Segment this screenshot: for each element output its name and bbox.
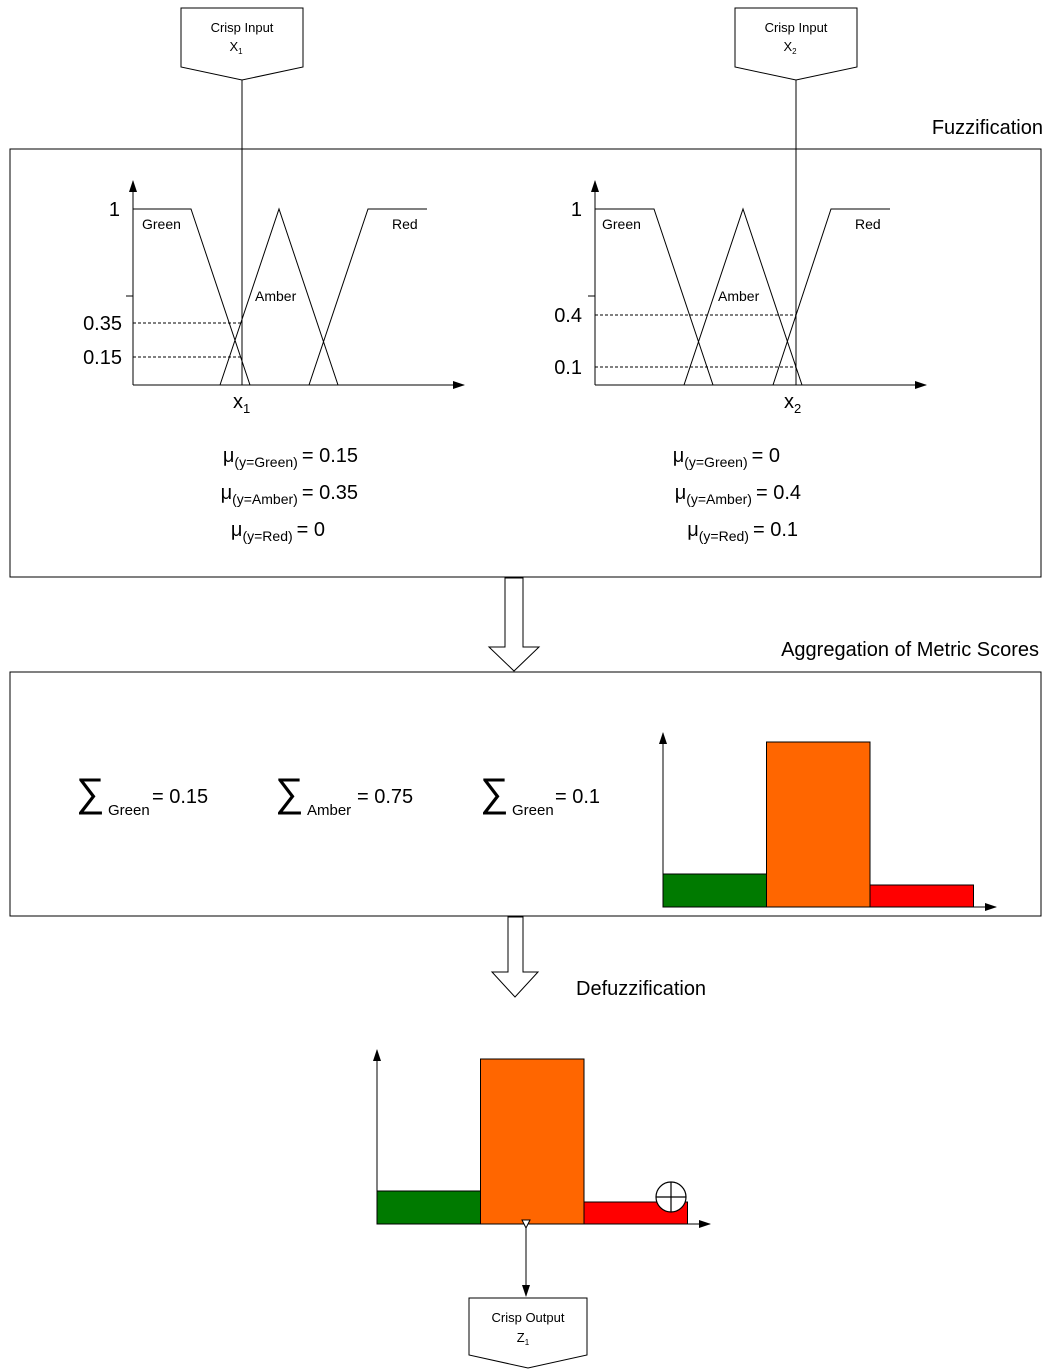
red-label-2: Red (855, 216, 881, 232)
crisp-output-sub: 1 (525, 1338, 530, 1347)
aggregate-bar-red (869, 884, 974, 908)
mu-1-amber-value: = 0.35 (302, 482, 358, 504)
flow-arrow-2-shape (490, 916, 540, 998)
mu-2-amber-value: = 0.4 (756, 482, 801, 504)
mu-1-red-sym: μ (231, 519, 243, 541)
svg-text:X2: X2 (783, 39, 797, 56)
membership-chart-2: 1 0.4 0.1 Green Amber Red x2 (554, 180, 927, 416)
sum-red: ∑ Green = 0.1 (480, 771, 600, 819)
svg-text:μ(y=Green)= 0.15: μ(y=Green) = 0.15 (223, 445, 358, 470)
red-set-1 (308, 208, 427, 386)
mu-1-red-sub: (y=Red) (242, 528, 292, 544)
centroid-marker-icon (521, 1219, 531, 1230)
mu-equations-1: μ(y=Green) = 0.15 μ(y=Amber) = 0.35 μ(y=Re… (221, 445, 358, 544)
sum-amber-value: = 0.75 (357, 786, 413, 808)
sum-green-sym: ∑ (76, 771, 105, 815)
sum-red-sym: ∑ (480, 771, 509, 815)
sum-amber-sub: Amber (307, 802, 351, 819)
y-tick-2b: 0.1 (554, 357, 582, 379)
crisp-input-2-title: Crisp Input (765, 20, 828, 35)
crisp-input-1-title: Crisp Input (211, 20, 274, 35)
mu-2-green-sub: (y=Green) (684, 454, 747, 470)
mu-2-amber-sub: (y=Amber) (686, 491, 752, 507)
mu-1-amber-sym: μ (221, 482, 233, 504)
x-label-1-sub: 1 (243, 401, 250, 416)
mu-1-red-value: = 0 (297, 519, 325, 541)
mu-1-amber-sub: (y=Amber) (232, 491, 298, 507)
y-tick-2a: 0.4 (554, 305, 582, 327)
svg-text:μ(y=Green)= 0: μ(y=Green) = 0 (673, 445, 780, 470)
svg-text:μ(y=Amber)= 0.35: μ(y=Amber) = 0.35 (221, 482, 358, 507)
flow-arrow-1 (487, 577, 541, 672)
green-set-2 (595, 208, 714, 386)
mu-2-green-value: = 0 (752, 445, 780, 467)
crisp-input-2: Crisp Input X2 (734, 7, 858, 81)
mu-1-green-value: = 0.15 (302, 445, 358, 467)
amber-set-1 (219, 207, 339, 386)
red-label-1: Red (392, 216, 418, 232)
sum-green-value: = 0.15 (152, 786, 208, 808)
sum-amber: ∑ Amber = 0.75 (275, 771, 413, 819)
green-set-1 (133, 208, 251, 386)
aggregate-bar-amber (766, 741, 871, 908)
defuzz-bars (376, 1058, 688, 1225)
sum-amber-sym: ∑ (275, 771, 304, 815)
mu-1-green-sym: μ (223, 445, 235, 467)
aggregate-bar-green (662, 873, 767, 908)
x-label-2-var: x (784, 391, 794, 413)
mu-2-amber-sym: μ (675, 482, 687, 504)
svg-text:Z1: Z1 (517, 1330, 530, 1347)
membership-chart-1: 1 0.35 0.15 Green Amber Red x1 (83, 180, 465, 416)
circle-plus-icon (655, 1181, 687, 1213)
svg-text:μ(y=Red)= 0.1: μ(y=Red) = 0.1 (687, 519, 798, 544)
aggregation-box (9, 671, 1042, 917)
y-tick-1b: 0.15 (83, 347, 122, 369)
crisp-input-1: Crisp Input X1 (180, 7, 304, 81)
y-max-label-1: 1 (109, 199, 120, 221)
mu-2-red-sub: (y=Red) (699, 528, 749, 544)
sum-green-sub: Green (108, 802, 150, 819)
mu-equations-2: μ(y=Green) = 0 μ(y=Amber) = 0.4 μ(y=Red) = … (673, 445, 801, 544)
svg-text:μ(y=Red)= 0: μ(y=Red) = 0 (231, 519, 325, 544)
svg-text:μ(y=Amber)= 0.4: μ(y=Amber) = 0.4 (675, 482, 801, 507)
crisp-output-title: Crisp Output (492, 1310, 565, 1325)
aggregate-chart (659, 732, 997, 911)
crisp-output: Crisp Output Z1 (468, 1297, 588, 1369)
green-label-1: Green (142, 216, 181, 232)
sum-green: ∑ Green = 0.15 (76, 771, 208, 819)
fuzzification-label: Fuzzification (932, 117, 1043, 139)
svg-text:X1: X1 (229, 39, 243, 56)
crisp-input-1-sub: 1 (238, 47, 243, 56)
defuzz-chart (373, 1049, 711, 1297)
amber-set-2 (683, 207, 803, 386)
amber-label-1: Amber (255, 288, 297, 304)
defuzzification-label: Defuzzification (576, 978, 706, 1000)
defuzz-bar-green (376, 1190, 481, 1225)
svg-text:x1: x1 (233, 391, 250, 416)
aggregate-bars (662, 741, 974, 908)
sum-red-value: = 0.1 (555, 786, 600, 808)
flow-arrow-2 (508, 666, 523, 917)
sum-red-sub: Green (512, 802, 554, 819)
x-label-1-var: x (233, 391, 243, 413)
defuzz-bar-amber (480, 1058, 585, 1225)
crisp-output-var: Z (517, 1330, 525, 1345)
fuzzification-box (9, 148, 1042, 578)
aggregation-label: Aggregation of Metric Scores (781, 639, 1039, 661)
mu-2-red-value: = 0.1 (753, 519, 798, 541)
crisp-input-1-var: X (229, 39, 238, 54)
red-set-2 (772, 208, 890, 386)
green-label-2: Green (602, 216, 641, 232)
crisp-input-2-var: X (783, 39, 792, 54)
mu-2-green-sym: μ (673, 445, 685, 467)
amber-label-2: Amber (718, 288, 760, 304)
y-max-label-2: 1 (571, 199, 582, 221)
svg-text:x2: x2 (784, 391, 801, 416)
mu-1-green-sub: (y=Green) (234, 454, 297, 470)
y-tick-1a: 0.35 (83, 313, 122, 335)
mu-2-red-sym: μ (687, 519, 699, 541)
crisp-input-2-sub: 2 (792, 47, 797, 56)
x-label-2-sub: 2 (794, 401, 801, 416)
